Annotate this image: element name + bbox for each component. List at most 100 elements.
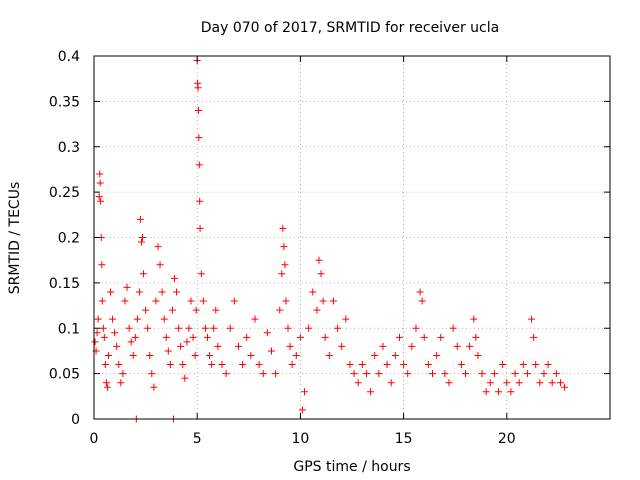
y-tick-label: 0.35 (49, 94, 80, 110)
data-point (243, 333, 251, 341)
data-point (125, 324, 133, 332)
data-point (281, 261, 289, 269)
data-point (98, 261, 106, 269)
data-point (98, 297, 106, 305)
data-point (544, 361, 552, 369)
data-point (259, 370, 267, 378)
data-point (288, 361, 296, 369)
data-point (218, 361, 226, 369)
data-point (201, 324, 209, 332)
data-point (129, 351, 137, 359)
data-point (117, 379, 125, 387)
data-point (532, 361, 540, 369)
data-point (142, 306, 150, 314)
data-point (482, 388, 490, 396)
data-point (91, 338, 99, 346)
data-point (206, 351, 214, 359)
data-point (222, 370, 230, 378)
data-point (552, 370, 560, 378)
data-points (91, 57, 569, 423)
data-point (278, 270, 286, 278)
data-point (362, 370, 370, 378)
data-point (195, 134, 203, 142)
data-point (486, 379, 494, 387)
data-point (208, 361, 216, 369)
data-point (197, 270, 205, 278)
data-point (144, 324, 152, 332)
data-point (191, 351, 199, 359)
data-point (195, 161, 203, 169)
data-point (462, 370, 470, 378)
data-point (194, 84, 202, 92)
data-point (503, 379, 511, 387)
y-tick-label: 0 (71, 412, 80, 428)
data-point (152, 297, 160, 305)
data-point (490, 370, 498, 378)
data-point (115, 361, 123, 369)
data-point (121, 297, 129, 305)
data-point (472, 333, 480, 341)
data-point (334, 324, 342, 332)
data-point (177, 342, 185, 350)
data-point (420, 333, 428, 341)
data-point (95, 193, 103, 201)
data-point (160, 315, 168, 323)
data-point (367, 388, 375, 396)
data-point (276, 306, 284, 314)
data-point (319, 297, 327, 305)
data-point (111, 329, 119, 337)
data-point (135, 288, 143, 296)
data-point (123, 283, 131, 291)
data-point (158, 288, 166, 296)
data-point (457, 361, 465, 369)
data-point (515, 379, 523, 387)
data-point (301, 388, 309, 396)
data-point (499, 361, 507, 369)
y-tick-label: 0.3 (58, 140, 80, 156)
data-point (437, 333, 445, 341)
data-point (530, 333, 538, 341)
data-point (226, 324, 234, 332)
data-point (536, 379, 544, 387)
data-point (528, 315, 536, 323)
data-point (400, 361, 408, 369)
data-point (251, 315, 259, 323)
data-point (561, 383, 569, 391)
data-point (162, 333, 170, 341)
data-point (313, 306, 321, 314)
data-point (101, 361, 109, 369)
y-tick-label: 0.05 (49, 367, 80, 383)
data-point (255, 361, 263, 369)
data-point (416, 288, 424, 296)
data-point (371, 351, 379, 359)
data-point (100, 333, 108, 341)
data-point (263, 329, 271, 337)
data-point (94, 315, 102, 323)
data-point (441, 370, 449, 378)
data-point (418, 297, 426, 305)
data-point (196, 224, 204, 232)
data-point (185, 324, 193, 332)
data-point (181, 374, 189, 382)
data-point (338, 342, 346, 350)
y-tick-label: 0.1 (58, 321, 80, 337)
chart-title: Day 070 of 2017, SRMTID for receiver ucl… (201, 20, 499, 36)
data-point (329, 297, 337, 305)
data-point (127, 338, 135, 346)
y-axis-label: SRMTID / TECUs (7, 182, 23, 295)
data-point (103, 383, 111, 391)
y-tick-label: 0.4 (58, 49, 80, 65)
data-point (212, 306, 220, 314)
x-tick-label: 15 (395, 431, 413, 447)
grid-lines (94, 56, 610, 419)
data-point (292, 351, 300, 359)
data-point (433, 351, 441, 359)
data-point (478, 370, 486, 378)
data-point (136, 215, 144, 223)
data-point (428, 370, 436, 378)
y-tick-label: 0.2 (58, 231, 80, 247)
data-point (93, 329, 101, 337)
data-point (282, 297, 290, 305)
data-point (286, 342, 294, 350)
